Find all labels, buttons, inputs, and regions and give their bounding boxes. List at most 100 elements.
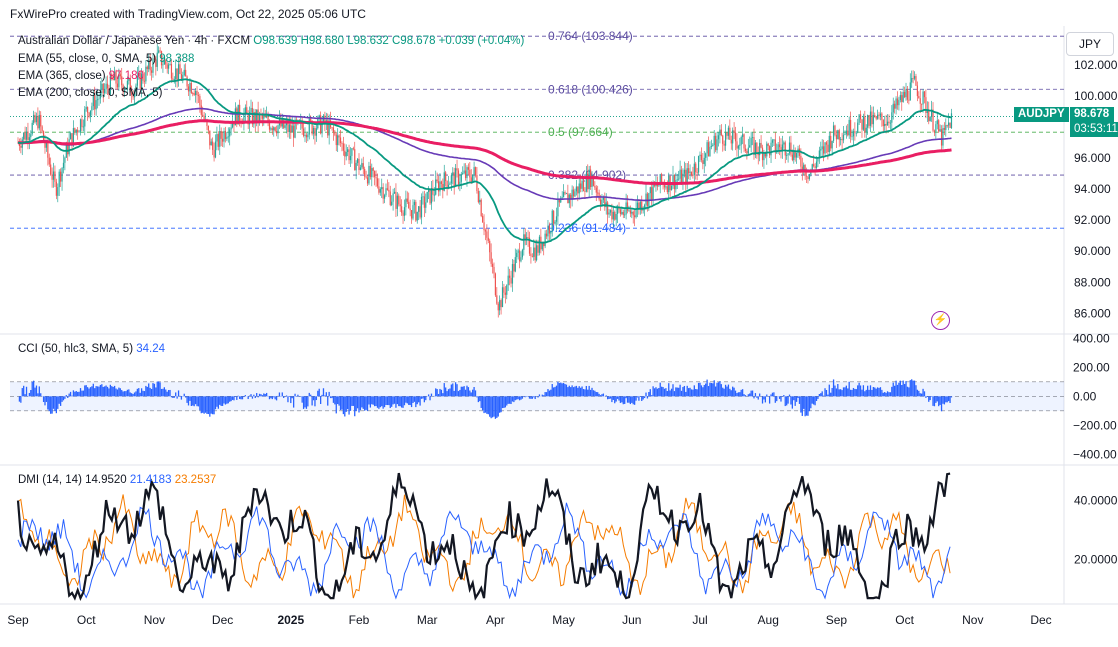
- x-tick-label: Nov: [144, 613, 165, 627]
- candle-body: [89, 110, 92, 117]
- candle-body: [555, 216, 558, 222]
- candle-body: [632, 211, 634, 216]
- candle-body: [616, 206, 619, 214]
- candle-body: [227, 136, 229, 138]
- candle-body: [619, 209, 622, 215]
- candle-body: [682, 173, 684, 185]
- candle-body: [314, 127, 316, 136]
- candle-body: [585, 173, 587, 192]
- candle-body: [717, 135, 720, 140]
- candle-body: [631, 211, 633, 214]
- candle-body: [446, 180, 448, 188]
- candle-body: [676, 179, 678, 181]
- candle-body: [435, 179, 437, 195]
- candle-body: [381, 187, 383, 190]
- ema55-legend[interactable]: EMA (55, close, 0, SMA, 5) 98.388: [18, 53, 194, 65]
- cci-tick-label: −200.00: [1073, 418, 1117, 432]
- candle-body: [428, 188, 430, 193]
- candle-body: [177, 64, 180, 80]
- price-tick-label: 100.000: [1074, 89, 1118, 103]
- candle-body: [273, 127, 275, 131]
- candle-body: [921, 103, 923, 105]
- candle-body: [230, 127, 232, 130]
- candle-body: [551, 210, 553, 232]
- candle-body: [643, 204, 646, 208]
- candle-body: [537, 245, 539, 253]
- candle-body: [386, 188, 389, 190]
- candle-body: [840, 139, 842, 140]
- candle-body: [349, 155, 352, 161]
- candle-body: [429, 188, 431, 204]
- candle-body: [814, 166, 816, 169]
- candle-body: [865, 127, 867, 133]
- dmi-legend[interactable]: DMI (14, 14) 14.9520 21.4183 23.2537: [18, 474, 216, 486]
- candle-body: [351, 148, 353, 156]
- candle-body: [31, 122, 33, 135]
- dmi-tick-label: 20.0000: [1074, 553, 1118, 567]
- candle-body: [466, 167, 468, 179]
- candle-body: [513, 264, 515, 272]
- candle-body: [78, 131, 80, 133]
- candle-body: [523, 234, 525, 250]
- candle-body: [361, 163, 363, 168]
- candle-body: [57, 187, 59, 196]
- candle-body: [652, 182, 654, 200]
- candle-body: [780, 147, 782, 150]
- candle-body: [246, 107, 248, 114]
- candle-body: [126, 80, 129, 89]
- candle-body: [764, 152, 766, 157]
- candle-body: [348, 149, 350, 161]
- candle-body: [155, 59, 157, 67]
- candle-body: [925, 97, 927, 114]
- axes: Sep Oct Nov Dec 2025 Feb Mar Apr May Jun Jul Aug Sep…: [7, 58, 1117, 627]
- x-tick-label: Dec: [1030, 613, 1051, 627]
- candle-body: [847, 130, 849, 136]
- candle-body: [33, 114, 35, 123]
- candle-body: [150, 70, 153, 73]
- candle-body: [175, 68, 177, 80]
- fib-label: 0.764 (103.844): [548, 29, 633, 43]
- candle-body: [379, 189, 381, 193]
- candle-body: [588, 169, 590, 190]
- candle-body: [928, 110, 930, 122]
- candle-body: [477, 191, 479, 203]
- di-minus-value: 23.2537: [174, 474, 217, 486]
- candle-body: [911, 78, 913, 83]
- candle-body: [516, 252, 518, 258]
- candle-body: [908, 99, 910, 101]
- symbol-name: Australian Dollar / Japanese Yen · 4h · …: [18, 35, 251, 47]
- ema365-legend[interactable]: EMA (365, close) 97.180: [18, 70, 144, 82]
- candle-body: [45, 142, 48, 148]
- ema200-legend[interactable]: EMA (200, close, 0, SMA, 5): [18, 87, 162, 99]
- candle-body: [683, 169, 685, 174]
- candle-body: [609, 210, 612, 213]
- candle-body: [243, 114, 245, 124]
- candle-body: [665, 186, 667, 188]
- candle-body: [932, 109, 934, 131]
- lightning-circle-icon[interactable]: ⚡: [931, 311, 950, 330]
- candle-body: [420, 196, 423, 218]
- candle-body: [275, 131, 278, 134]
- candle-body: [38, 114, 40, 129]
- candle-body: [496, 295, 498, 304]
- candle-body: [476, 174, 478, 192]
- currency-button[interactable]: JPY: [1066, 32, 1114, 56]
- ema200-line: [18, 107, 952, 202]
- candle-body: [148, 59, 150, 70]
- dmi-label: DMI (14, 14): [18, 474, 82, 486]
- candle-body: [226, 136, 228, 139]
- candle-body: [841, 139, 843, 141]
- candle-body: [919, 98, 921, 104]
- candle-body: [824, 142, 826, 154]
- candle-body: [629, 210, 631, 214]
- cci-legend[interactable]: CCI (50, hlc3, SMA, 5) 34.24: [18, 343, 165, 355]
- cci-pane: [10, 379, 1064, 419]
- candle-body: [747, 147, 749, 154]
- candle-body: [96, 99, 99, 101]
- candle-body: [24, 132, 26, 140]
- candle-body: [774, 139, 776, 153]
- candle-body: [94, 95, 96, 110]
- candle-body: [858, 114, 860, 123]
- candle-body: [277, 125, 279, 134]
